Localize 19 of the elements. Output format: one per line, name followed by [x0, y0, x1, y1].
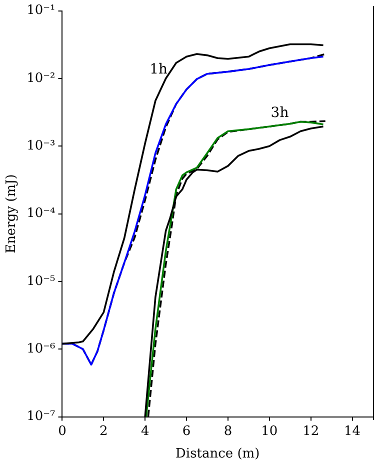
- x-tick-label: 2: [100, 424, 108, 439]
- x-tick-label: 12: [302, 424, 320, 439]
- x-tick-label: 4: [140, 424, 150, 439]
- annotation: 1h: [150, 61, 168, 78]
- x-tick-label: 6: [182, 424, 191, 439]
- y-axis-title: Energy (mJ): [4, 174, 20, 254]
- y-tick-label: 10⁻¹: [26, 3, 56, 18]
- y-tick-label: 10⁻³: [26, 138, 56, 154]
- x-tick-label: 14: [344, 424, 361, 439]
- x-tick-label: 8: [224, 424, 232, 439]
- y-tick-label: 10⁻⁶: [26, 342, 56, 357]
- y-tick-label: 10⁻²: [26, 70, 56, 86]
- x-tick-label: 10: [261, 424, 278, 439]
- x-tick-label: 0: [58, 424, 66, 439]
- x-axis-title: Distance (m): [176, 446, 260, 462]
- annotation: 3h: [270, 105, 289, 122]
- y-tick-label: 10⁻⁴: [26, 206, 56, 222]
- y-tick-label: 10⁻⁷: [26, 409, 56, 424]
- y-tick-label: 10⁻⁵: [26, 274, 56, 289]
